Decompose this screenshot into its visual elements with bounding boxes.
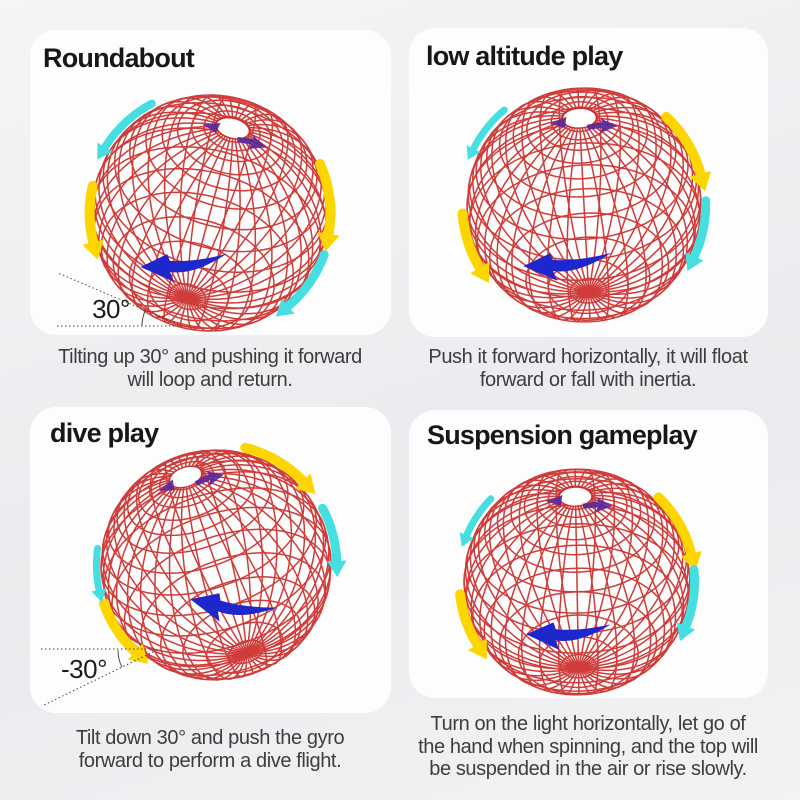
tilt-up-angle-annotation: 30° (57, 272, 183, 327)
tilt-down-angle-annotation: -30° (41, 648, 158, 707)
rotation-arrow-yellow (457, 208, 490, 284)
caption-line: Push it forward horizontally, it will fl… (428, 346, 748, 368)
caption-line: forward or fall with inertia. (479, 368, 697, 391)
spin-direction-arrow (523, 252, 612, 281)
rotation-arrow-yellow (240, 442, 316, 495)
section-caption: Tilt down 30° and push the gyro forward … (0, 727, 490, 772)
caption-line: Tilting up 30° and pushing it forward (58, 346, 362, 368)
section-caption: Turn on the light horizontally, let go o… (308, 713, 800, 781)
rotation-arrow-cyan (685, 196, 711, 272)
angle-arc (117, 649, 123, 668)
caption-line: forward to perform a dive flight. (78, 749, 342, 772)
spin-direction-arrow (190, 593, 278, 622)
section-caption: Tilting up 30° and pushing it forward wi… (0, 346, 490, 391)
caption-line: Turn on the light horizontally, let go o… (430, 713, 746, 735)
pole-direction-arrow (549, 116, 617, 134)
rotation-arrow-cyan (676, 565, 700, 642)
rotation-arrow-cyan (318, 503, 347, 577)
section-title: Roundabout (43, 43, 195, 73)
rotation-arrow-yellow (661, 111, 712, 192)
angle-arc (141, 310, 146, 327)
orb-render-layer (91, 442, 347, 681)
spin-direction-arrow (526, 622, 611, 651)
angle-label: -30° (61, 654, 107, 684)
pole-direction-arrow (545, 494, 613, 513)
dive-play-card: -30° dive play (30, 407, 391, 713)
rotation-arrow-yellow (315, 159, 340, 252)
rotation-arrow-yellow (99, 598, 149, 664)
section-title: low altitude play (426, 41, 623, 71)
wireframe-mesh (100, 449, 332, 681)
rotation-arrow-cyan (459, 495, 495, 547)
orb-render-layer (82, 94, 340, 332)
rotation-arrow-cyan (91, 544, 107, 603)
flying-orb-wireframe-figure: 30° (57, 94, 340, 332)
suspension-card: Suspension gameplay (409, 410, 768, 698)
pole-direction-arrow (202, 123, 266, 149)
low-altitude-card: low altitude play (409, 28, 768, 337)
rotation-arrow-cyan (466, 106, 508, 160)
rotation-arrow-yellow (455, 589, 487, 660)
section-caption: Push it forward horizontally, it will fl… (308, 346, 800, 391)
rotation-arrow-cyan (275, 250, 329, 317)
flying-orb-wireframe-figure (455, 468, 702, 696)
caption-line: Tilt down 30° and push the gyro (75, 727, 345, 749)
pole-direction-arrow (158, 471, 224, 491)
caption-line: be suspended in the air or rise slowly. (429, 758, 747, 780)
section-title: dive play (50, 418, 159, 448)
section-title: Suspension gameplay (427, 420, 698, 450)
caption-line: the hand when spinning, and the top will (418, 735, 758, 758)
rotation-arrow-yellow (82, 180, 104, 260)
angle-label: 30° (92, 294, 130, 324)
flying-orb-wireframe-figure (457, 87, 712, 323)
wireframe-mesh (463, 468, 691, 696)
caption-line: will loop and return. (127, 368, 293, 391)
rotation-arrow-cyan (97, 99, 156, 160)
angle-ray (57, 272, 183, 327)
wireframe-mesh (466, 87, 702, 323)
roundabout-card: 30° Roundabout (30, 30, 391, 335)
orb-render-layer (455, 468, 702, 696)
orb-render-layer (457, 87, 712, 323)
angle-ray (41, 649, 158, 707)
flying-orb-wireframe-figure: -30° (41, 442, 347, 707)
spin-direction-arrow (140, 253, 227, 282)
